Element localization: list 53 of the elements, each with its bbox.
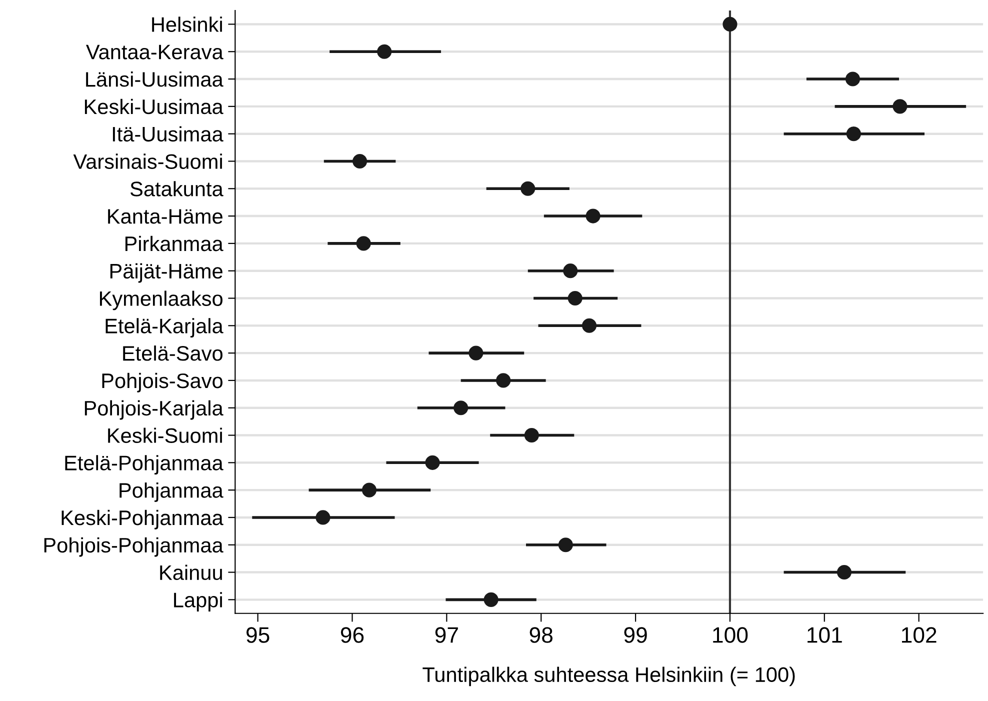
y-tick-label: Lappi <box>174 592 222 612</box>
y-tick-label: Keski-Uusimaa <box>84 98 224 114</box>
y-tick-label: Etelä-Pohjanmaa <box>65 455 224 475</box>
y-tick-label: Päijät-Häme <box>110 263 222 283</box>
point <box>425 455 440 470</box>
point <box>362 482 377 498</box>
y-tick-label: Etelä-Karjala <box>106 318 224 338</box>
x-tick-label: 100 <box>713 627 748 643</box>
point <box>722 16 738 32</box>
x-tick-label: 98 <box>530 627 553 643</box>
y-tick-label: Pohjois-Karjala <box>84 400 224 420</box>
point <box>582 318 597 333</box>
point <box>352 154 368 169</box>
y-tick-label: Vantaa-Kerava <box>86 44 224 60</box>
y-tick-label: Keski-Pohjanmaa <box>62 510 224 530</box>
y-tick-label: Kymenlaakso <box>100 290 222 310</box>
x-tick-label: 99 <box>624 627 647 643</box>
point <box>454 400 468 416</box>
point <box>892 99 908 114</box>
point <box>520 181 536 196</box>
point <box>563 264 578 278</box>
point <box>586 208 600 224</box>
point <box>568 290 582 306</box>
y-tick-label: Kainuu <box>160 564 222 580</box>
point <box>316 510 330 525</box>
y-tick-label: Etelä-Savo <box>123 346 222 361</box>
point <box>846 126 861 142</box>
y-tick-label: Itä-Uusimaa <box>112 126 224 142</box>
point <box>484 592 498 607</box>
point <box>558 538 573 552</box>
x-tick-label: 97 <box>435 627 458 643</box>
y-tick-label: Varsinais-Suomi <box>73 154 222 169</box>
y-tick-label: Kanta-Häme <box>108 209 222 224</box>
y-tick-label: Pohjois-Pohjanmaa <box>44 537 224 557</box>
x-tick-label: 102 <box>902 627 936 643</box>
x-tick-label: 96 <box>340 627 364 643</box>
point <box>356 236 371 251</box>
point <box>845 72 860 86</box>
y-tick-label: Pohjois-Savo <box>102 372 222 392</box>
y-tick-label: Pirkanmaa <box>125 236 224 252</box>
y-tick-label: Helsinki <box>152 16 222 32</box>
point <box>496 373 511 388</box>
x-tick-label: 101 <box>808 627 842 643</box>
y-tick-label: Länsi-Uusimaa <box>86 71 224 87</box>
point <box>377 44 392 59</box>
y-tick-label: Pohjanmaa <box>120 482 224 502</box>
point <box>524 428 539 443</box>
point <box>836 564 852 580</box>
x-axis-title: Tuntipalkka suhteessa Helsinkiin (= 100) <box>422 666 795 686</box>
y-tick-label: Keski-Suomi <box>108 428 222 444</box>
point <box>468 346 484 360</box>
y-tick-label: Satakunta <box>130 181 224 196</box>
x-tick-label: 95 <box>246 627 270 643</box>
